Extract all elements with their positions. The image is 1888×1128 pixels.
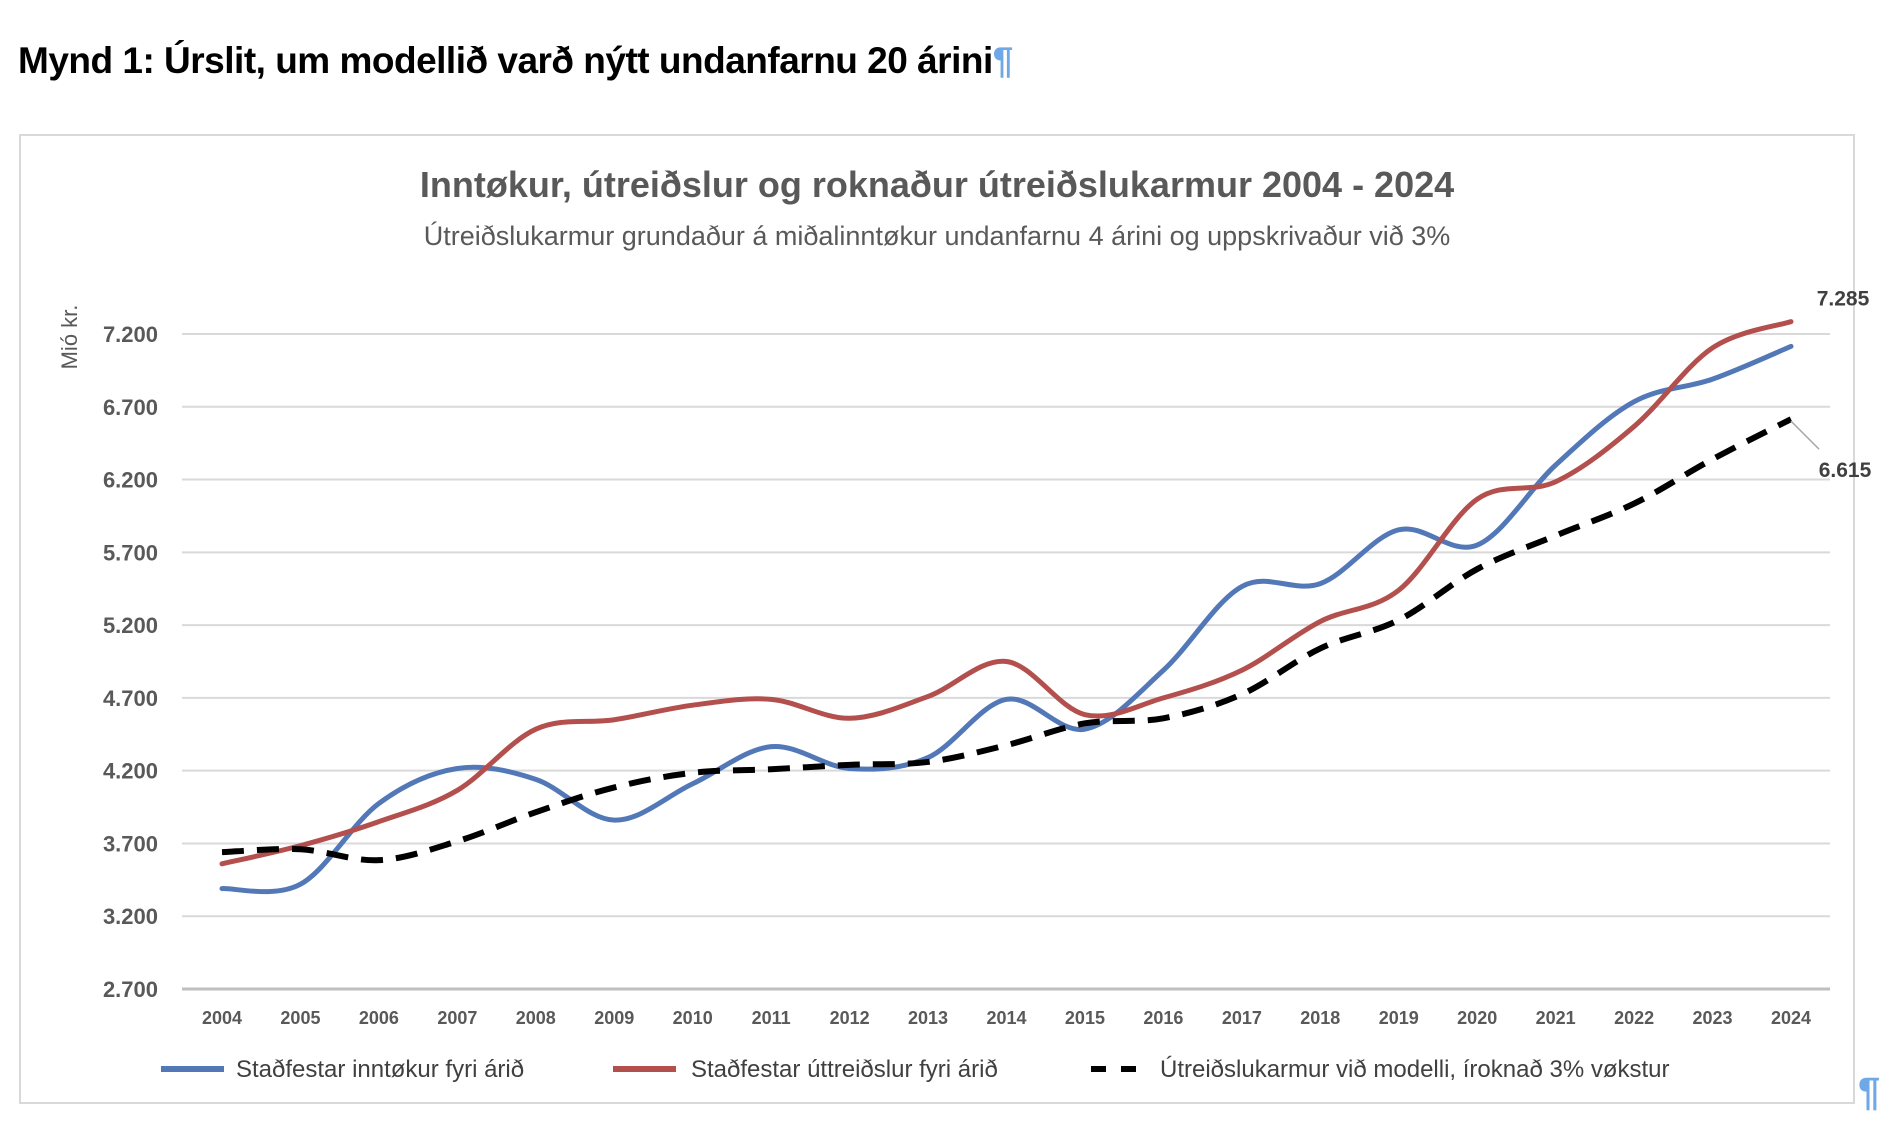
y-tick-label: 7.200: [103, 322, 158, 347]
y-tick-label: 4.700: [103, 686, 158, 711]
legend: Staðfestar inntøkur fyri árið Staðfestar …: [161, 1056, 1670, 1083]
leader-line: [1790, 420, 1820, 450]
x-tick-label: 2018: [1300, 1008, 1340, 1028]
chart-title: Inntøkur, útreiðslur og roknaður útreiðs…: [420, 164, 1454, 205]
legend-label: Útreiðslukarmur við modelli, íroknað 3% …: [1160, 1056, 1670, 1083]
x-tick-label: 2006: [359, 1008, 399, 1028]
data-label: 7.285: [1817, 288, 1870, 311]
y-tick-label: 3.700: [103, 831, 158, 856]
x-tick-label: 2013: [908, 1008, 948, 1028]
x-tick-label: 2021: [1536, 1008, 1576, 1028]
series-line-3: [221, 416, 1793, 864]
y-tick-label: 5.200: [103, 613, 158, 638]
y-tick-labels: 2.700 3.200 3.700 4.200 4.700 5.200 5.700 6.200…: [103, 322, 158, 1002]
x-tick-label: 2012: [830, 1008, 870, 1028]
x-tick-label: 2005: [280, 1008, 320, 1028]
y-tick-label: 6.200: [103, 468, 158, 493]
x-tick-label: 2016: [1143, 1008, 1183, 1028]
y-tick-label: 6.700: [103, 395, 158, 420]
figure-caption: Mynd 1: Úrslit, um modellið varð nýtt un…: [18, 40, 1013, 82]
x-tick-label: 2024: [1771, 1008, 1811, 1028]
x-tick-label: 2022: [1614, 1008, 1654, 1028]
series-lines: [219, 319, 1794, 895]
x-tick-label: 2010: [673, 1008, 713, 1028]
y-tick-label: 4.200: [103, 759, 158, 784]
y-tick-label: 3.200: [103, 904, 158, 929]
x-tick-label: 2007: [437, 1008, 477, 1028]
legend-label: Staðfestar úttreiðslur fyri árið: [691, 1056, 998, 1083]
x-tick-label: 2008: [516, 1008, 556, 1028]
pilcrow-mark: ¶: [992, 40, 1014, 81]
x-tick-labels: 2004 2005 2006 2007 2008 2009 2010 2011 2012 2013…: [202, 1008, 1811, 1028]
x-tick-label: 2015: [1065, 1008, 1105, 1028]
y-tick-label: 2.700: [103, 977, 158, 1002]
x-tick-label: 2023: [1693, 1008, 1733, 1028]
x-tick-label: 2019: [1379, 1008, 1419, 1028]
x-tick-label: 2014: [986, 1008, 1026, 1028]
x-tick-label: 2011: [752, 1008, 791, 1028]
y-tick-label: 5.700: [103, 540, 158, 565]
legend-label: Staðfestar inntøkur fyri árið: [236, 1056, 524, 1083]
chart-subtitle: Útreiðslukarmur grundaður á miðalinntøku…: [424, 220, 1451, 251]
y-axis-title: Mió kr.: [57, 305, 82, 370]
caption-text: Mynd 1: Úrslit, um modellið varð nýtt un…: [18, 40, 993, 81]
series-line-2: [219, 319, 1794, 867]
x-tick-label: 2004: [202, 1008, 242, 1028]
x-tick-label: 2009: [594, 1008, 634, 1028]
data-label: 6.615: [1819, 459, 1872, 482]
chart-frame[interactable]: [19, 134, 1855, 1104]
end-pilcrow: ¶: [1858, 1070, 1881, 1114]
x-tick-label: 2020: [1457, 1008, 1497, 1028]
x-tick-label: 2017: [1222, 1008, 1262, 1028]
series-line-1: [219, 343, 1794, 895]
data-labels: 7.285 6.615: [1790, 288, 1872, 482]
